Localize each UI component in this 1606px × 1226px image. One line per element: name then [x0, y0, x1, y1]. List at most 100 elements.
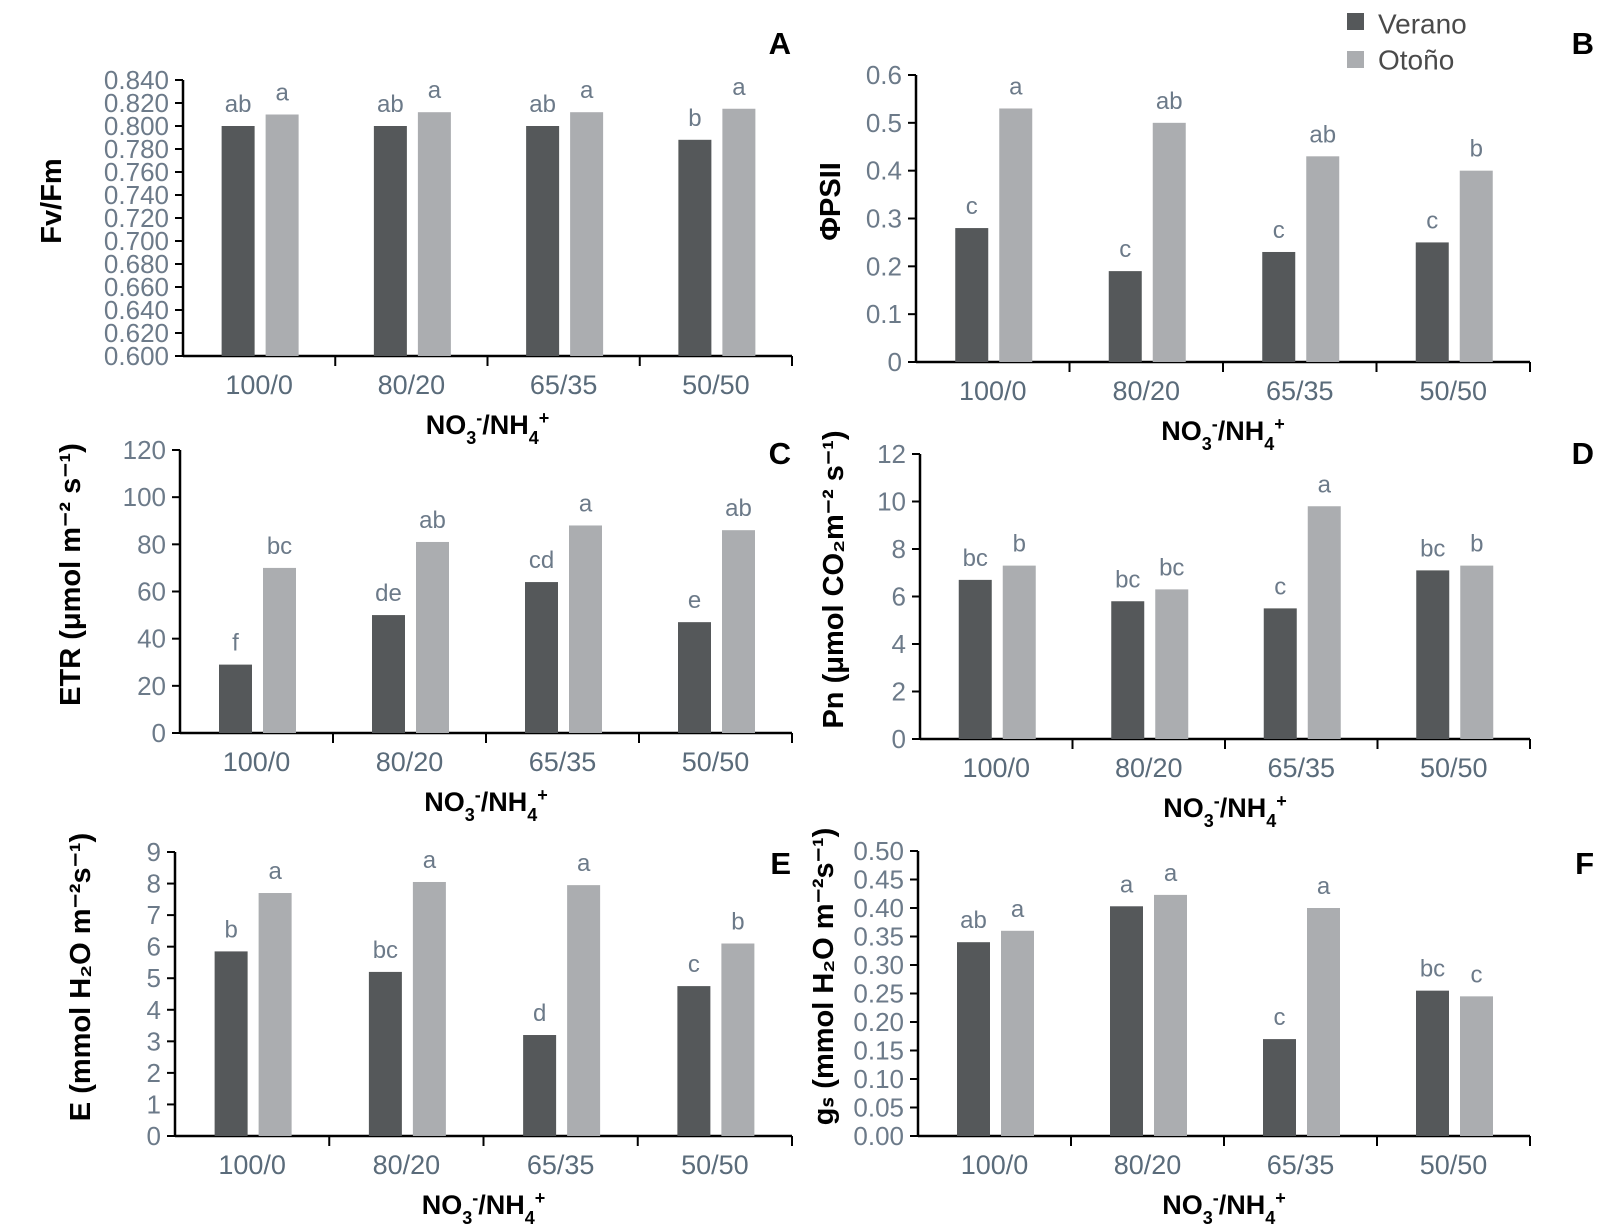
- svg-text:ab: ab: [960, 907, 987, 934]
- svg-text:ab: ab: [225, 91, 252, 118]
- svg-text:2: 2: [147, 1058, 161, 1088]
- svg-text:c: c: [1426, 207, 1438, 234]
- svg-text:NO3-/NH4+: NO3-/NH4+: [422, 1188, 546, 1226]
- svg-text:0.05: 0.05: [853, 1093, 904, 1123]
- svg-text:65/35: 65/35: [529, 747, 597, 777]
- svg-text:c: c: [1274, 1004, 1286, 1031]
- svg-text:b: b: [1470, 136, 1483, 163]
- svg-text:cd: cd: [529, 547, 554, 574]
- svg-text:D: D: [1572, 436, 1594, 471]
- svg-text:80: 80: [137, 529, 166, 559]
- svg-text:b: b: [224, 916, 237, 943]
- svg-text:80/20: 80/20: [376, 747, 444, 777]
- svg-text:65/35: 65/35: [1266, 376, 1334, 406]
- svg-text:E: E: [770, 846, 791, 881]
- svg-text:a: a: [732, 74, 746, 101]
- svg-text:a: a: [428, 77, 442, 104]
- svg-text:d: d: [533, 1000, 546, 1027]
- svg-text:60: 60: [137, 577, 166, 607]
- svg-text:bc: bc: [267, 533, 292, 560]
- svg-text:a: a: [577, 850, 591, 877]
- svg-text:bc: bc: [1115, 566, 1140, 593]
- svg-text:de: de: [375, 580, 402, 607]
- svg-text:50/50: 50/50: [1420, 1150, 1488, 1180]
- svg-text:2: 2: [892, 677, 906, 707]
- svg-text:b: b: [731, 909, 744, 936]
- svg-text:0.35: 0.35: [853, 922, 904, 952]
- svg-text:8: 8: [147, 869, 161, 899]
- svg-text:6: 6: [892, 582, 906, 612]
- svg-text:50/50: 50/50: [1419, 376, 1487, 406]
- svg-text:80/20: 80/20: [373, 1150, 441, 1180]
- svg-text:65/35: 65/35: [527, 1150, 595, 1180]
- svg-text:bc: bc: [1159, 554, 1184, 581]
- svg-text:0.4: 0.4: [866, 156, 902, 186]
- svg-text:0: 0: [892, 724, 906, 754]
- svg-text:1: 1: [147, 1089, 161, 1119]
- svg-text:0.25: 0.25: [853, 979, 904, 1009]
- svg-text:80/20: 80/20: [1114, 1150, 1182, 1180]
- svg-text:12: 12: [877, 439, 906, 469]
- svg-text:ab: ab: [419, 507, 446, 534]
- svg-text:80/20: 80/20: [1112, 376, 1180, 406]
- svg-text:0.6: 0.6: [866, 60, 902, 90]
- svg-text:Fv/Fm: Fv/Fm: [36, 158, 68, 243]
- svg-text:b: b: [688, 105, 701, 132]
- svg-text:Verano: Verano: [1378, 9, 1467, 40]
- svg-text:a: a: [1164, 860, 1178, 887]
- svg-text:ab: ab: [725, 495, 752, 522]
- svg-text:c: c: [688, 951, 700, 978]
- svg-text:0.10: 0.10: [853, 1064, 904, 1094]
- svg-text:b: b: [1470, 531, 1483, 558]
- svg-text:20: 20: [137, 671, 166, 701]
- svg-text:10: 10: [877, 487, 906, 517]
- svg-text:50/50: 50/50: [681, 1150, 749, 1180]
- svg-text:0.50: 0.50: [853, 836, 904, 866]
- svg-text:F: F: [1575, 846, 1594, 881]
- svg-text:120: 120: [123, 435, 166, 465]
- svg-text:NO3-/NH4+: NO3-/NH4+: [424, 785, 548, 825]
- svg-text:Pn (μmol CO₂m⁻² s⁻¹): Pn (μmol CO₂m⁻² s⁻¹): [818, 430, 850, 728]
- svg-text:0.30: 0.30: [853, 950, 904, 980]
- svg-text:a: a: [579, 490, 593, 517]
- svg-text:6: 6: [147, 932, 161, 962]
- svg-text:50/50: 50/50: [682, 370, 750, 400]
- svg-text:bc: bc: [963, 545, 988, 572]
- svg-text:0.2: 0.2: [866, 251, 902, 281]
- svg-text:Otoño: Otoño: [1378, 45, 1454, 76]
- svg-text:a: a: [268, 858, 282, 885]
- svg-text:c: c: [1471, 961, 1483, 988]
- svg-text:5: 5: [147, 963, 161, 993]
- svg-text:c: c: [1273, 217, 1285, 244]
- svg-text:a: a: [580, 77, 594, 104]
- svg-text:65/35: 65/35: [530, 370, 598, 400]
- svg-text:40: 40: [137, 624, 166, 654]
- svg-text:a: a: [275, 80, 289, 107]
- svg-text:a: a: [1318, 471, 1332, 498]
- svg-text:9: 9: [147, 837, 161, 867]
- svg-text:c: c: [966, 193, 978, 220]
- svg-text:0: 0: [152, 718, 166, 748]
- svg-text:65/35: 65/35: [1267, 753, 1335, 783]
- svg-text:0.40: 0.40: [853, 893, 904, 923]
- svg-text:50/50: 50/50: [682, 747, 750, 777]
- svg-text:0: 0: [147, 1121, 161, 1151]
- svg-text:80/20: 80/20: [1115, 753, 1183, 783]
- svg-text:C: C: [769, 436, 791, 471]
- svg-text:0.3: 0.3: [866, 204, 902, 234]
- svg-text:c: c: [1274, 573, 1286, 600]
- svg-text:ab: ab: [529, 91, 556, 118]
- svg-text:a: a: [1120, 871, 1134, 898]
- svg-text:a: a: [423, 847, 437, 874]
- svg-text:0.5: 0.5: [866, 108, 902, 138]
- svg-text:100: 100: [123, 482, 166, 512]
- svg-text:3: 3: [147, 1026, 161, 1056]
- svg-text:0.840: 0.840: [104, 65, 169, 95]
- svg-text:bc: bc: [1420, 956, 1445, 983]
- svg-text:E (mmol H₂O m⁻²s⁻¹): E (mmol H₂O m⁻²s⁻¹): [65, 833, 97, 1121]
- svg-text:0.45: 0.45: [853, 865, 904, 895]
- svg-text:100/0: 100/0: [223, 747, 291, 777]
- svg-text:100/0: 100/0: [959, 376, 1027, 406]
- svg-text:100/0: 100/0: [225, 370, 293, 400]
- svg-text:gₛ (mmol H₂O m⁻²s⁻¹): gₛ (mmol H₂O m⁻²s⁻¹): [808, 828, 840, 1126]
